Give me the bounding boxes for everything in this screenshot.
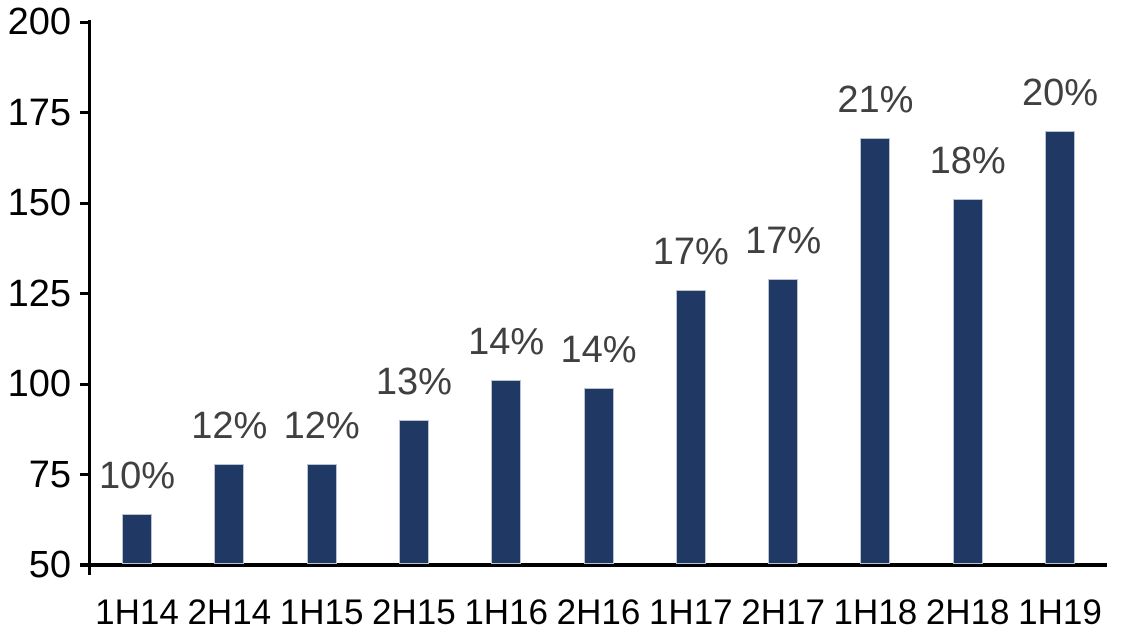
bar-value-label: 17% <box>652 230 729 273</box>
x-axis-label: 1H19 <box>1018 593 1102 632</box>
bar <box>398 420 429 564</box>
x-axis-label: 2H17 <box>741 593 825 632</box>
y-axis-label: 75 <box>28 453 71 496</box>
y-axis-label: 175 <box>7 91 71 134</box>
bar <box>306 463 337 564</box>
y-axis-tick <box>80 473 90 476</box>
bar-value-label: 20% <box>1021 71 1099 114</box>
y-axis-label: 100 <box>7 363 71 405</box>
x-axis-label: 1H15 <box>279 593 364 632</box>
y-axis-label: 125 <box>7 272 71 315</box>
bar-value-label: 14% <box>560 328 637 371</box>
bar <box>860 137 891 564</box>
y-axis-label: 50 <box>28 544 71 586</box>
bar-value-label: 21% <box>837 78 914 121</box>
y-axis-tick <box>80 292 90 295</box>
y-axis-label: 150 <box>7 182 71 224</box>
bar-value-label: 12% <box>191 404 268 447</box>
x-axis-line <box>80 563 1107 567</box>
bar-value-label: 14% <box>468 321 545 364</box>
bar <box>491 380 522 564</box>
bar <box>768 279 799 564</box>
y-axis-label: 200 <box>7 1 71 43</box>
x-axis-label: 1H14 <box>95 593 179 632</box>
y-axis-tick <box>80 563 90 567</box>
x-axis-label: 1H16 <box>464 593 549 632</box>
x-axis-label: 2H15 <box>372 593 456 632</box>
x-axis-label: 1H18 <box>833 593 918 632</box>
bar-value-label: 12% <box>283 404 360 447</box>
bar-value-label: 18% <box>929 140 1006 183</box>
y-axis-tick <box>80 382 90 386</box>
y-axis-tick <box>80 201 90 205</box>
bar-value-label: 13% <box>375 361 452 404</box>
bar <box>122 514 152 564</box>
x-axis-label: 2H14 <box>187 593 272 632</box>
x-axis-label: 1H17 <box>648 593 733 632</box>
bar <box>675 289 706 564</box>
x-axis-label: 2H16 <box>556 593 641 632</box>
bar-value-label: 10% <box>98 455 176 498</box>
y-axis-tick <box>80 20 90 24</box>
x-axis-label: 2H18 <box>925 593 1010 632</box>
y-axis-tick <box>80 111 90 114</box>
bar <box>952 199 983 564</box>
bar <box>1045 130 1075 564</box>
bar-value-label: 17% <box>745 220 822 262</box>
bar <box>583 387 614 564</box>
bar <box>214 463 245 564</box>
x-axis-origin-tick <box>87 567 91 575</box>
